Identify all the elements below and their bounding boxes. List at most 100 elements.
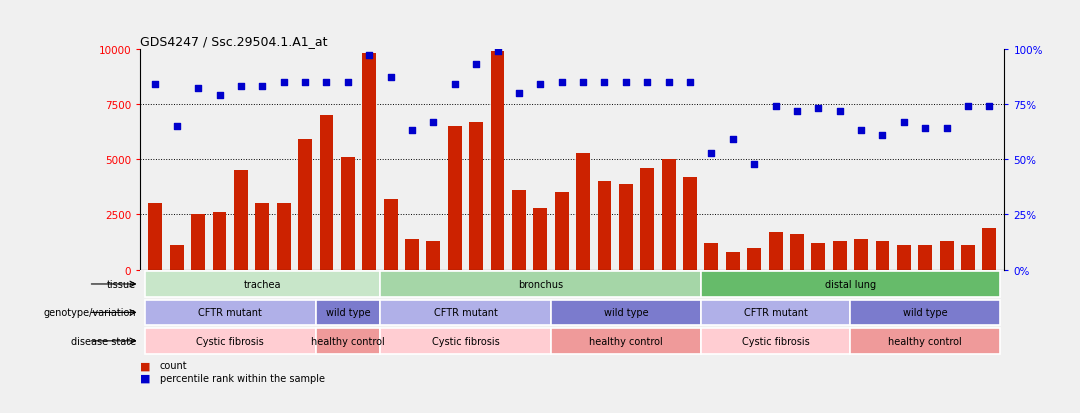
Bar xyxy=(983,228,997,270)
Bar xyxy=(769,233,783,270)
Text: GDS4247 / Ssc.29504.1.A1_at: GDS4247 / Ssc.29504.1.A1_at xyxy=(140,36,328,48)
Text: CFTR mutant: CFTR mutant xyxy=(744,308,808,318)
Point xyxy=(318,79,335,86)
Bar xyxy=(576,153,590,270)
Text: percentile rank within the sample: percentile rank within the sample xyxy=(160,373,325,383)
Point xyxy=(403,128,420,135)
Bar xyxy=(876,242,890,270)
Bar xyxy=(255,204,269,270)
Point xyxy=(725,137,742,143)
Bar xyxy=(427,242,441,270)
Bar xyxy=(490,52,504,270)
Bar xyxy=(833,242,847,270)
Bar xyxy=(276,204,291,270)
Point xyxy=(168,123,186,130)
Bar xyxy=(854,239,868,270)
Point xyxy=(618,79,635,86)
Text: distal lung: distal lung xyxy=(825,279,876,289)
Point xyxy=(895,119,913,126)
Bar xyxy=(961,246,975,270)
Bar xyxy=(405,239,419,270)
Bar xyxy=(701,328,850,354)
Bar xyxy=(469,122,483,270)
Text: ■: ■ xyxy=(140,373,151,383)
Bar xyxy=(298,140,312,270)
Bar xyxy=(597,182,611,270)
Text: Cystic fibrosis: Cystic fibrosis xyxy=(432,336,499,346)
Bar xyxy=(789,235,804,270)
Text: tissue: tissue xyxy=(107,279,136,289)
Bar xyxy=(701,300,850,325)
Bar xyxy=(145,300,315,325)
Bar xyxy=(940,242,954,270)
Bar xyxy=(380,271,701,297)
Bar xyxy=(512,191,526,270)
Point xyxy=(189,86,206,93)
Bar xyxy=(191,215,205,270)
Bar xyxy=(918,246,932,270)
Point xyxy=(254,84,271,90)
Point xyxy=(596,79,613,86)
Bar xyxy=(555,193,569,270)
Bar xyxy=(320,116,334,270)
Point xyxy=(852,128,869,135)
Bar xyxy=(315,300,380,325)
Text: disease state: disease state xyxy=(71,336,136,346)
Bar xyxy=(534,208,548,270)
Point xyxy=(767,104,784,110)
Bar xyxy=(701,271,1000,297)
Point xyxy=(275,79,293,86)
Point xyxy=(339,79,356,86)
Bar xyxy=(145,271,380,297)
Point xyxy=(211,93,228,99)
Bar xyxy=(704,244,718,270)
Text: Cystic fibrosis: Cystic fibrosis xyxy=(742,336,809,346)
Bar xyxy=(145,328,315,354)
Bar xyxy=(213,213,227,270)
Text: wild type: wild type xyxy=(325,308,370,318)
Point xyxy=(939,126,956,132)
Point xyxy=(232,84,249,90)
Text: wild type: wild type xyxy=(604,308,648,318)
Bar xyxy=(551,300,701,325)
Point xyxy=(424,119,442,126)
Point xyxy=(981,104,998,110)
Point xyxy=(959,104,976,110)
Bar xyxy=(850,300,1000,325)
Point xyxy=(553,79,570,86)
Bar xyxy=(448,127,462,270)
Bar xyxy=(170,246,184,270)
Bar xyxy=(234,171,248,270)
Point xyxy=(788,108,806,115)
Text: CFTR mutant: CFTR mutant xyxy=(433,308,498,318)
Text: healthy control: healthy control xyxy=(889,336,962,346)
Point xyxy=(703,150,720,157)
Text: ■: ■ xyxy=(140,361,151,370)
Point xyxy=(832,108,849,115)
Bar xyxy=(619,184,633,270)
Text: Cystic fibrosis: Cystic fibrosis xyxy=(197,336,265,346)
Point xyxy=(446,81,463,88)
Point xyxy=(874,132,891,139)
Text: trachea: trachea xyxy=(244,279,281,289)
Bar xyxy=(341,158,355,270)
Point xyxy=(489,48,507,55)
Bar xyxy=(380,328,551,354)
Point xyxy=(638,79,656,86)
Bar xyxy=(726,252,740,270)
Point xyxy=(917,126,934,132)
Text: genotype/variation: genotype/variation xyxy=(43,308,136,318)
Bar xyxy=(380,300,551,325)
Point xyxy=(531,81,549,88)
Point xyxy=(468,62,485,68)
Text: count: count xyxy=(160,361,188,370)
Bar xyxy=(662,160,676,270)
Point xyxy=(382,75,400,81)
Bar xyxy=(896,246,910,270)
Bar xyxy=(383,199,397,270)
Bar xyxy=(362,54,376,270)
Point xyxy=(660,79,677,86)
Point xyxy=(361,53,378,59)
Bar xyxy=(850,328,1000,354)
Point xyxy=(147,81,164,88)
